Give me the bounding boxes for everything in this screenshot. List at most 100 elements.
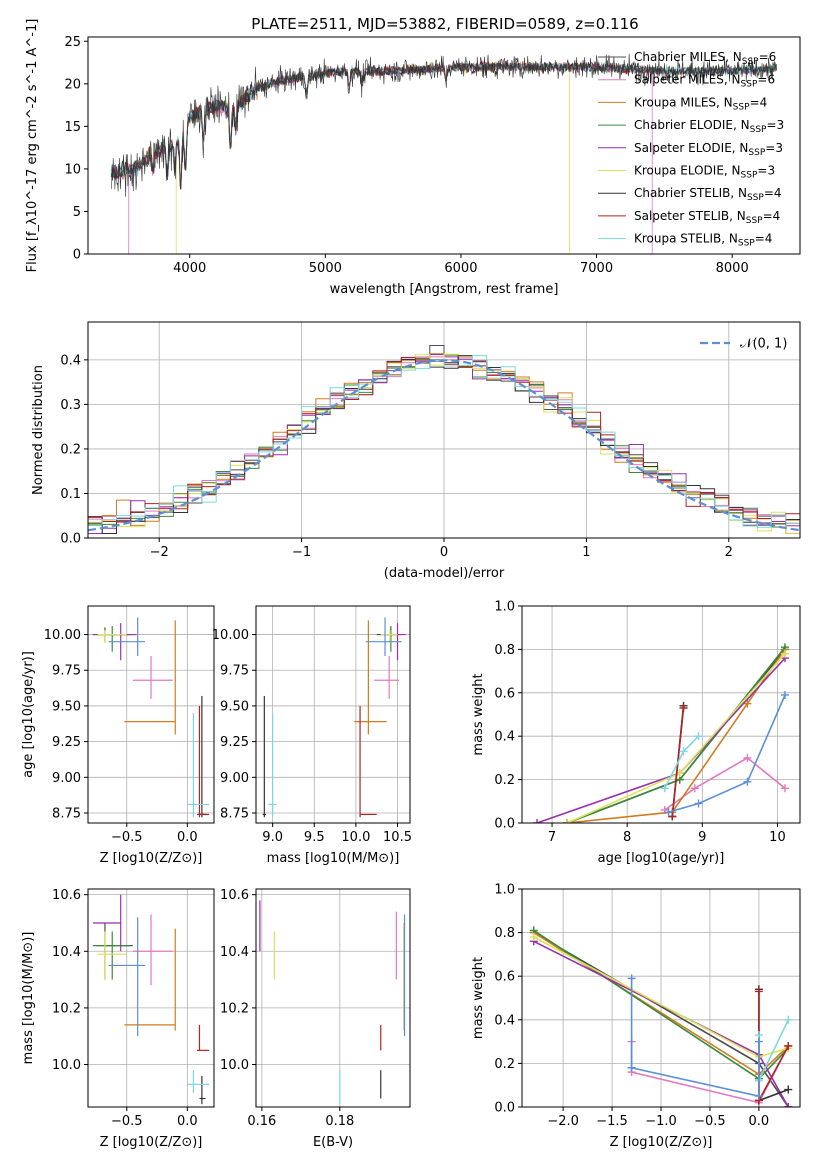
axes-frame [255, 605, 411, 824]
y-axis-label: mass [log10(M/M⊙)] [21, 932, 36, 1065]
legend-label: Kroupa MILES, NSSP=4 [634, 95, 767, 112]
y-tick-label: 1.0 [494, 883, 515, 898]
data-point-marker [563, 819, 572, 823]
y-tick-label: 0.4 [494, 730, 515, 745]
y-tick-label: 0.0 [494, 1101, 515, 1116]
y-tick-label: 5 [73, 205, 81, 220]
data-point-marker [529, 932, 538, 941]
data-point-marker [754, 1037, 763, 1046]
x-tick-label: 0.16 [247, 1114, 276, 1129]
x-tick-label: −1.5 [596, 1114, 628, 1129]
y-tick-label: 10.00 [212, 628, 249, 643]
y-tick-label: 9.00 [52, 771, 81, 786]
x-tick-label: 9.5 [304, 830, 325, 845]
data-point-marker [754, 1092, 763, 1101]
x-tick-label: 0.0 [177, 830, 198, 845]
data-point-marker [743, 699, 752, 708]
x-tick-label: −2.0 [547, 1114, 579, 1129]
x-tick-label: 9 [698, 830, 706, 845]
spectrum-legend: Chabrier MILES, NSSP=6 Salpeter MILES, NS… [598, 50, 784, 249]
x-tick-label: −1.0 [645, 1114, 677, 1129]
panel-mass-vs-Z: −0.5 0.0 10.0 10.2 10.4 10.6 Z [log10(Z/Z⊙)] ma… [21, 888, 215, 1150]
series-line [664, 756, 786, 811]
y-tick-label: 0 [73, 248, 81, 263]
data-point-marker [743, 753, 752, 762]
spectrum-line [110, 53, 777, 197]
x-axis-label: E(B-V) [313, 1135, 353, 1150]
data-point-marker [679, 747, 688, 756]
x-tick-label: 7000 [580, 261, 613, 276]
y-tick-label: 1.0 [494, 600, 515, 615]
y-tick-label: 20 [64, 77, 81, 92]
figure-title: PLATE=2511, MJD=53882, FIBERID=0589, z=0… [251, 15, 638, 33]
y-tick-label: 0.2 [60, 442, 81, 457]
legend-label: Chabrier MILES, NSSP=6 [634, 50, 776, 67]
x-tick-label: −0.5 [111, 1114, 143, 1129]
data-point-marker [784, 1015, 793, 1024]
y-tick-label: 0.0 [60, 532, 81, 547]
y-axis-label: mass weight [471, 957, 486, 1039]
y-tick-label: 25 [64, 35, 81, 50]
y-tick-label: 9.00 [220, 771, 249, 786]
series-line [668, 694, 786, 813]
axes-frame [255, 888, 411, 1108]
y-tick-label: 0.3 [60, 398, 81, 413]
panel-weight-vs-age: 7 8 9 10 0.0 0.2 0.4 0.6 0.8 1.0 age [log10(age/yr… [471, 600, 801, 866]
data-point-marker [690, 784, 699, 793]
histogram-step [88, 355, 800, 533]
spectrum-line [175, 60, 570, 254]
y-axis-label: Flux [f_λ10^-17 erg cm^-2 s^-1 A^-1] [25, 19, 40, 273]
panel-mass-vs-EBV: 0.16 0.18 10.0 10.2 10.4 10.6 E(B-V) [220, 888, 411, 1150]
x-tick-label: 0.0 [177, 1114, 198, 1129]
axes-frame [87, 605, 215, 824]
data-point-marker [679, 703, 688, 712]
panel-age-vs-mass: 9.0 9.5 10.0 10.5 8.75 9.00 9.25 9.50 9.75 10.00 m… [212, 605, 412, 866]
x-tick-label: −0.5 [111, 830, 143, 845]
x-tick-label: 7 [548, 830, 556, 845]
y-tick-label: 0.6 [494, 970, 515, 985]
y-tick-label: 9.75 [52, 664, 81, 679]
data-point-marker [533, 819, 542, 823]
data-point-marker [627, 1063, 636, 1072]
x-tick-label: 10.0 [341, 830, 370, 845]
y-tick-label: 10.2 [220, 1001, 249, 1016]
y-tick-label: 0.6 [494, 686, 515, 701]
data-point-marker [780, 784, 789, 793]
spectrum-line [110, 61, 653, 189]
x-axis-label: Z [log10(Z/Z⊙)] [100, 1135, 203, 1150]
y-tick-label: 10 [64, 162, 81, 177]
data-point-marker [784, 1103, 793, 1107]
x-axis-label: (data-model)/error [384, 566, 505, 581]
legend-label: Salpeter ELODIE, NSSP=3 [634, 141, 783, 158]
spectrum-line [128, 61, 653, 254]
data-point-marker [784, 1041, 793, 1050]
data-point-marker [754, 987, 763, 996]
y-tick-label: 0.4 [494, 1013, 515, 1028]
legend-label: Chabrier STELIB, NSSP=4 [634, 186, 782, 203]
y-tick-label: 0.8 [494, 643, 515, 658]
y-tick-label: 10.6 [52, 888, 81, 903]
y-tick-label: 9.25 [52, 735, 81, 750]
y-tick-label: 10.4 [220, 945, 249, 960]
panel-age-vs-Z: −0.5 0.0 8.75 9.00 9.25 9.50 9.75 10.00 Z [log10… [21, 605, 215, 866]
x-tick-label: 10.5 [383, 830, 412, 845]
x-tick-label: −0.5 [694, 1114, 726, 1129]
data-point-marker [780, 690, 789, 699]
x-tick-label: −1 [292, 545, 311, 560]
x-tick-label: 0.18 [325, 1114, 354, 1129]
series-line [536, 657, 786, 823]
x-tick-label: 0 [440, 545, 448, 560]
series-line [566, 653, 786, 823]
data-point-marker [694, 799, 703, 808]
y-tick-label: 10.00 [44, 628, 81, 643]
legend-label: Chabrier ELODIE, NSSP=3 [634, 118, 784, 135]
series-line [566, 646, 786, 823]
axes-frame [87, 36, 801, 255]
data-point-marker [664, 808, 673, 817]
x-tick-label: 6000 [444, 261, 477, 276]
data-point-marker [660, 784, 669, 793]
y-tick-label: 0.2 [494, 773, 515, 788]
y-tick-label: 10.0 [220, 1058, 249, 1073]
panel-weight-vs-Z: −2.0 −1.5 −1.0 −0.5 0.0 0.0 0.2 0.4 0.6 0.8 1.0 Z [… [471, 883, 801, 1150]
x-tick-label: 10 [769, 830, 786, 845]
